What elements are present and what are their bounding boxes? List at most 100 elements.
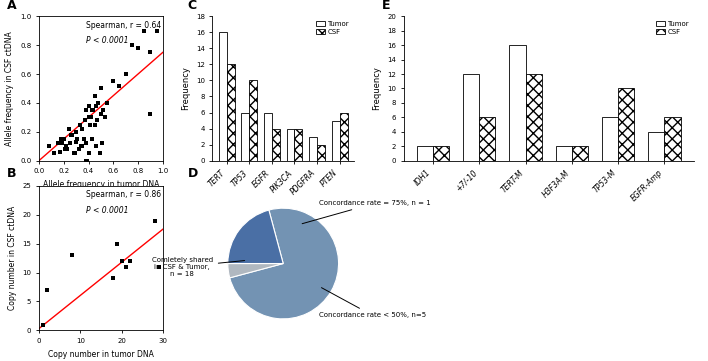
Text: D: D xyxy=(188,167,198,180)
Point xyxy=(38,322,49,327)
Bar xyxy=(463,74,479,161)
Point xyxy=(85,114,96,120)
Text: P < 0.0001: P < 0.0001 xyxy=(86,36,129,45)
Point xyxy=(95,112,106,117)
Y-axis label: Allele frequency in CSF ctDNA: Allele frequency in CSF ctDNA xyxy=(6,31,14,146)
Text: P < 0.0001: P < 0.0001 xyxy=(86,206,129,215)
Point xyxy=(83,151,94,156)
Bar xyxy=(219,32,227,161)
Point xyxy=(114,83,125,88)
Point xyxy=(86,107,98,113)
Y-axis label: Frequency: Frequency xyxy=(372,66,382,110)
Point xyxy=(139,28,150,34)
Bar xyxy=(287,129,295,161)
Wedge shape xyxy=(229,208,338,319)
Bar xyxy=(264,113,272,161)
Bar xyxy=(272,129,280,161)
Point xyxy=(116,258,127,264)
Point xyxy=(98,107,109,113)
Point xyxy=(81,158,93,164)
Point xyxy=(80,158,91,164)
Point xyxy=(78,136,89,142)
Bar xyxy=(332,121,340,161)
Y-axis label: Copy number in CSF ctDNA: Copy number in CSF ctDNA xyxy=(8,206,17,310)
Point xyxy=(144,49,156,55)
Text: C: C xyxy=(188,0,197,12)
Point xyxy=(149,218,160,223)
Bar xyxy=(572,146,588,161)
Text: Concordance rate < 50%, n=5: Concordance rate < 50%, n=5 xyxy=(319,288,426,318)
Bar xyxy=(649,132,664,161)
Point xyxy=(91,103,102,109)
Point xyxy=(84,122,96,127)
Text: A: A xyxy=(7,0,17,12)
Point xyxy=(144,112,156,117)
Point xyxy=(151,28,162,34)
Point xyxy=(88,107,99,113)
Point xyxy=(62,146,73,152)
Bar xyxy=(618,88,634,161)
Point xyxy=(108,78,119,84)
Legend: Tumor, CSF: Tumor, CSF xyxy=(655,20,690,36)
Point xyxy=(38,322,49,327)
Point xyxy=(94,151,105,156)
Bar xyxy=(227,64,234,161)
Point xyxy=(89,93,101,99)
Point xyxy=(67,252,78,258)
Point xyxy=(91,143,102,149)
Point xyxy=(73,146,84,152)
Point xyxy=(80,140,91,146)
Bar xyxy=(340,113,348,161)
Point xyxy=(108,275,119,281)
Text: E: E xyxy=(382,0,391,12)
Point xyxy=(93,100,104,106)
Bar xyxy=(556,146,572,161)
Point xyxy=(96,140,108,146)
Point xyxy=(38,322,49,327)
Point xyxy=(120,264,131,270)
Point xyxy=(68,151,79,156)
Y-axis label: Frequency: Frequency xyxy=(181,66,190,110)
Text: Comletely shared
in CSF & Tumor,
n = 18: Comletely shared in CSF & Tumor, n = 18 xyxy=(152,257,244,277)
Text: B: B xyxy=(7,167,16,180)
Text: Concordance rate = 75%, n = 1: Concordance rate = 75%, n = 1 xyxy=(302,200,430,224)
Point xyxy=(63,126,74,132)
Bar xyxy=(241,113,249,161)
Point xyxy=(124,258,135,264)
Point xyxy=(58,136,69,142)
Point xyxy=(86,136,98,142)
Bar xyxy=(509,45,525,161)
Bar xyxy=(664,117,680,161)
Text: Spearman, r = 0.86: Spearman, r = 0.86 xyxy=(86,190,161,199)
Point xyxy=(153,264,164,270)
Bar xyxy=(309,136,317,161)
Wedge shape xyxy=(228,210,283,264)
Legend: Tumor, CSF: Tumor, CSF xyxy=(315,20,350,36)
Point xyxy=(38,322,49,327)
Point xyxy=(91,117,103,123)
Point xyxy=(74,122,86,127)
Bar xyxy=(295,129,302,161)
X-axis label: Copy number in tumor DNA: Copy number in tumor DNA xyxy=(48,349,154,358)
Bar xyxy=(317,145,325,161)
Point xyxy=(59,146,71,152)
Point xyxy=(64,140,76,146)
Bar xyxy=(433,146,449,161)
Point xyxy=(43,143,55,149)
Point xyxy=(72,136,83,142)
Wedge shape xyxy=(228,264,283,278)
Point xyxy=(60,143,72,149)
Point xyxy=(70,139,81,145)
Bar xyxy=(602,117,618,161)
Point xyxy=(69,151,81,156)
Point xyxy=(101,100,113,106)
Bar xyxy=(525,74,542,161)
Point xyxy=(132,45,144,51)
Point xyxy=(76,143,86,149)
Point xyxy=(89,122,101,127)
Bar xyxy=(249,81,257,161)
Point xyxy=(38,322,49,327)
Point xyxy=(38,322,49,327)
Point xyxy=(95,86,106,91)
Bar xyxy=(417,146,433,161)
